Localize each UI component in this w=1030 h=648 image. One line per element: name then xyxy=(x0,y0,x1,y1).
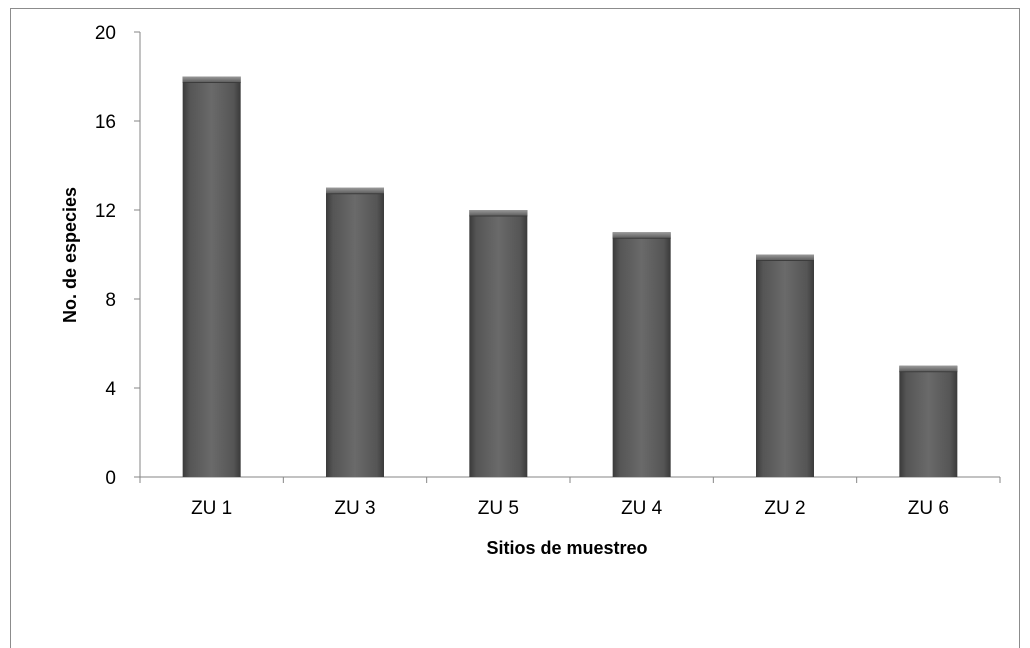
bar xyxy=(899,365,958,477)
x-tick-label: ZU 4 xyxy=(621,498,663,519)
x-tick-label: ZU 1 xyxy=(191,498,232,519)
x-tick-label: ZU 2 xyxy=(764,498,805,519)
y-tick-label: 8 xyxy=(105,290,116,311)
bar xyxy=(326,187,384,477)
y-tick-label: 16 xyxy=(95,112,116,133)
y-tick-label: 20 xyxy=(95,23,116,44)
x-tick-label: ZU 6 xyxy=(908,498,949,519)
y-tick-label: 0 xyxy=(105,468,116,489)
x-tick-label: ZU 3 xyxy=(334,498,375,519)
bar xyxy=(612,232,671,477)
bar xyxy=(469,210,528,477)
x-tick-label: ZU 5 xyxy=(478,498,519,519)
bar xyxy=(756,254,814,477)
x-axis-title: Sitios de muestreo xyxy=(486,538,647,558)
y-tick-label: 12 xyxy=(95,201,116,222)
y-axis-title: No. de especies xyxy=(60,187,80,323)
bar xyxy=(182,76,241,477)
chart-frame xyxy=(10,8,1020,648)
y-tick-label: 4 xyxy=(105,379,116,400)
